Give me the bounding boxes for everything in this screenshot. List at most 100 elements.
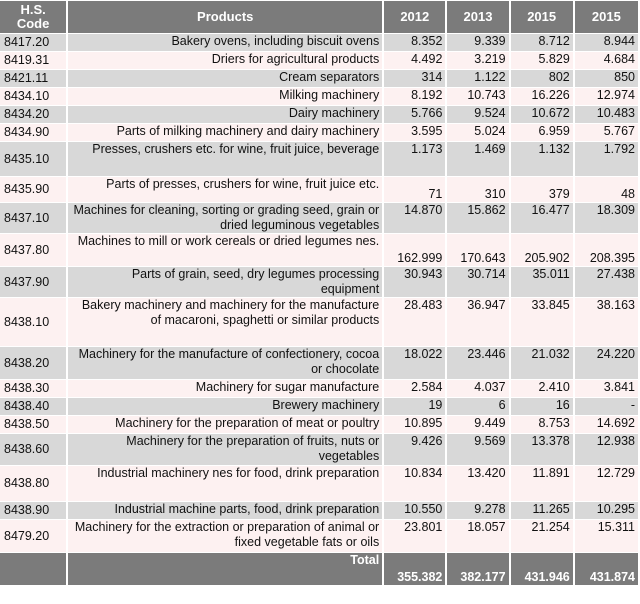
value-cell: 9.339 [447,34,509,51]
table-row: 8435.90 Parts of presses, crushers for wi… [0,177,638,202]
value-cell: 10.483 [574,106,638,123]
value-cell: 9.569 [447,434,509,465]
value-cell: 23.801 [384,520,446,552]
product-cell: Brewery machinery [68,398,383,415]
value-cell: 1.469 [447,142,509,176]
table-row: 8437.10 Machines for cleaning, sorting or… [0,203,638,233]
table-row: 8437.90 Parts of grain, seed, dry legumes… [0,267,638,297]
value-cell: 4.492 [384,52,446,69]
value-cell: 48 [574,177,638,202]
value-cell: 379 [510,177,573,202]
value-cell: 21.032 [510,347,573,379]
value-cell: 10.895 [384,416,446,433]
hs-code-cell: 8479.20 [0,520,67,552]
value-cell: 314 [384,70,446,87]
value-cell: 1.132 [510,142,573,176]
value-cell: 5.766 [384,106,446,123]
value-cell: 1.122 [447,70,509,87]
value-cell: 802 [510,70,573,87]
value-cell: 208.395 [574,234,638,266]
value-cell: 5.767 [574,124,638,141]
hs-code-cell: 8438.30 [0,380,67,397]
value-cell: 4.684 [574,52,638,69]
hs-code-cell: 8437.90 [0,267,67,297]
table-row: 8438.40 Brewery machinery 19 6 16- [0,398,638,415]
value-cell: 6 [447,398,509,415]
value-cell: 8.944 [574,34,638,51]
header-code: H.S. Code [0,1,67,33]
value-cell: 10.550 [384,502,446,519]
table-row: 8419.31 Driers for agricultural products 4… [0,52,638,69]
product-cell: Machinery for the preparation of meat or… [68,416,383,433]
hs-code-cell: 8438.80 [0,466,67,501]
hs-code-cell: 8435.10 [0,142,67,176]
value-cell: 21.254 [510,520,573,552]
table-row: 8434.10 Milking machinery 8.192 10.743 16.22… [0,88,638,105]
product-cell: Bakery ovens, including biscuit ovens [68,34,383,51]
header-year: 2015 [510,1,573,33]
product-cell: Industrial machinery nes for food, drink… [68,466,383,501]
total-value-cell: 431.874 [574,553,638,585]
value-cell: 12.974 [574,88,638,105]
value-cell: 8.192 [384,88,446,105]
hs-code-cell: 8438.60 [0,434,67,465]
product-cell: Dairy machinery [68,106,383,123]
value-cell: 16 [510,398,573,415]
value-cell: 8.753 [510,416,573,433]
value-cell: 30.943 [384,267,446,297]
hs-code-cell: 8438.90 [0,502,67,519]
value-cell: 33.845 [510,298,573,346]
value-cell: 10.834 [384,466,446,501]
table-row: 8417.20 Bakery ovens, including biscuit o… [0,34,638,51]
product-cell: Milking machinery [68,88,383,105]
table-row: 8438.80 Industrial machinery nes for food… [0,466,638,501]
value-cell: 3.219 [447,52,509,69]
product-cell: Presses, crushers etc. for wine, fruit j… [68,142,383,176]
product-cell: Machinery for the preparation of fruits,… [68,434,383,465]
table-row: 8438.20 Machinery for the manufacture of … [0,347,638,379]
hs-code-cell: 8434.90 [0,124,67,141]
table-row: 8434.90 Parts of milking machinery and da… [0,124,638,141]
value-cell: 28.483 [384,298,446,346]
value-cell: 3.841 [574,380,638,397]
value-cell: 16.226 [510,88,573,105]
product-cell: Machinery for sugar manufacture [68,380,383,397]
value-cell: 27.438 [574,267,638,297]
table-row: 8438.90 Industrial machine parts, food, d… [0,502,638,519]
value-cell: 30.714 [447,267,509,297]
table-row: 8437.80 Machines to mill or work cereals … [0,234,638,266]
total-row: Total 355.382 382.177 431.946 431.874 [0,553,638,585]
value-cell: 12.729 [574,466,638,501]
header-row: H.S. Code Products 2012 2013 2015 2015 [0,1,638,33]
total-label: Total [68,553,383,585]
product-cell: Machinery for the extraction or preparat… [68,520,383,552]
value-cell: 18.022 [384,347,446,379]
value-cell: 6.959 [510,124,573,141]
total-empty-cell [0,553,67,585]
product-cell: Machines to mill or work cereals or drie… [68,234,383,266]
value-cell: 3.595 [384,124,446,141]
value-cell: 5.024 [447,124,509,141]
hs-code-cell: 8434.10 [0,88,67,105]
value-cell: 170.643 [447,234,509,266]
product-cell: Cream separators [68,70,383,87]
table-row: 8479.20 Machinery for the extraction or p… [0,520,638,552]
value-cell: 9.278 [447,502,509,519]
hs-code-cell: 8438.50 [0,416,67,433]
total-value-cell: 382.177 [447,553,509,585]
product-cell: Machinery for the manufacture of confect… [68,347,383,379]
table-row: 8438.60 Machinery for the preparation of … [0,434,638,465]
value-cell: 11.265 [510,502,573,519]
value-cell: 9.449 [447,416,509,433]
hs-code-cell: 8438.10 [0,298,67,346]
value-cell: 13.378 [510,434,573,465]
value-cell: 12.938 [574,434,638,465]
total-value-cell: 431.946 [510,553,573,585]
value-cell: 162.999 [384,234,446,266]
value-cell: 11.891 [510,466,573,501]
value-cell: 35.011 [510,267,573,297]
hs-code-cell: 8438.20 [0,347,67,379]
value-cell: 71 [384,177,446,202]
value-cell: 38.163 [574,298,638,346]
value-cell: 15.311 [574,520,638,552]
